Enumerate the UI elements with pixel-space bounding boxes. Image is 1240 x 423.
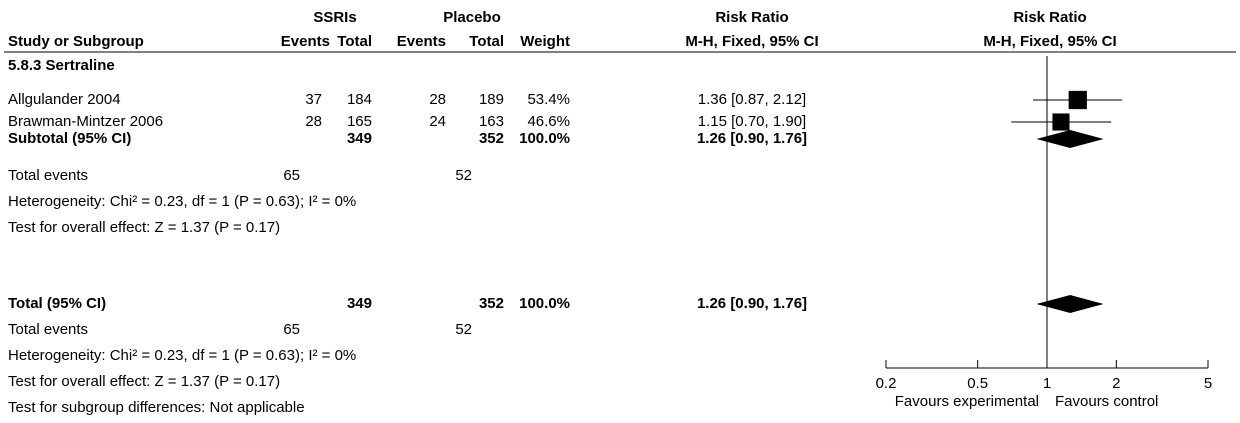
column-header: Study or Subgroup <box>8 33 144 50</box>
cell: 163 <box>479 113 504 130</box>
cell: 100.0% <box>519 295 570 312</box>
favours-right: Favours control <box>1055 393 1158 410</box>
cell: 352 <box>479 130 504 147</box>
ci-text: 1.36 [0.87, 2.12] <box>698 91 806 108</box>
column-header: M-H, Fixed, 95% CI <box>983 33 1116 50</box>
column-header: Events <box>397 33 446 50</box>
cell: 65 <box>283 321 300 338</box>
column-header: Events <box>281 33 330 50</box>
cell: 65 <box>283 167 300 184</box>
study-label: Test for subgroup differences: Not appli… <box>8 399 305 416</box>
x-tick-label: 0.2 <box>876 375 897 392</box>
column-header: Total <box>469 33 504 50</box>
cell: 100.0% <box>519 130 570 147</box>
cell: 37 <box>305 91 322 108</box>
ci-text: 1.26 [0.90, 1.76] <box>697 295 807 312</box>
study-label: Total events <box>8 167 88 184</box>
cell: 46.6% <box>527 113 570 130</box>
group-header: Risk Ratio <box>1013 9 1086 26</box>
cell: 28 <box>429 91 446 108</box>
cell: 52 <box>455 321 472 338</box>
study-label: Total (95% CI) <box>8 295 106 312</box>
cell: 349 <box>347 295 372 312</box>
ci-text: 1.26 [0.90, 1.76] <box>697 130 807 147</box>
cell: 28 <box>305 113 322 130</box>
column-header: Total <box>337 33 372 50</box>
study-label: Brawman-Mintzer 2006 <box>8 113 163 130</box>
summary-diamond <box>1036 295 1104 313</box>
x-tick-label: 0.5 <box>967 375 988 392</box>
study-label: Heterogeneity: Chi² = 0.23, df = 1 (P = … <box>8 347 356 364</box>
cell: 53.4% <box>527 91 570 108</box>
study-label: Allgulander 2004 <box>8 91 121 108</box>
study-label: Test for overall effect: Z = 1.37 (P = 0… <box>8 219 280 236</box>
study-label: Heterogeneity: Chi² = 0.23, df = 1 (P = … <box>8 193 356 210</box>
column-header: M-H, Fixed, 95% CI <box>685 33 818 50</box>
x-tick-label: 1 <box>1043 375 1051 392</box>
cell: 349 <box>347 130 372 147</box>
study-square <box>1068 90 1087 110</box>
summary-diamond <box>1036 130 1104 148</box>
group-header: Placebo <box>443 9 501 26</box>
x-tick-label: 5 <box>1204 375 1212 392</box>
cell: 352 <box>479 295 504 312</box>
study-label: Test for overall effect: Z = 1.37 (P = 0… <box>8 373 280 390</box>
ci-text: 1.15 [0.70, 1.90] <box>698 113 806 130</box>
study-label: Subtotal (95% CI) <box>8 130 131 147</box>
study-label: 5.8.3 Sertraline <box>8 57 115 74</box>
cell: 184 <box>347 91 372 108</box>
column-header: Weight <box>520 33 570 50</box>
favours-left: Favours experimental <box>895 393 1039 410</box>
x-tick-label: 2 <box>1112 375 1120 392</box>
cell: 24 <box>429 113 446 130</box>
cell: 165 <box>347 113 372 130</box>
study-square <box>1052 113 1070 131</box>
group-header: SSRIs <box>313 9 356 26</box>
cell: 189 <box>479 91 504 108</box>
study-label: Total events <box>8 321 88 338</box>
group-header: Risk Ratio <box>715 9 788 26</box>
cell: 52 <box>455 167 472 184</box>
